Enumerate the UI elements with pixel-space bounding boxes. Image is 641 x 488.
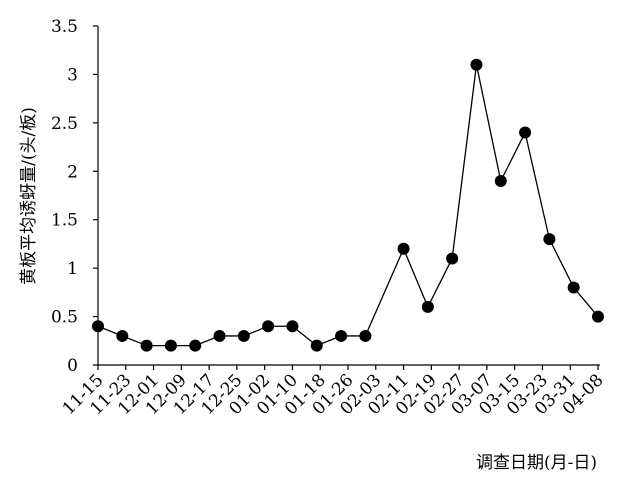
data-point	[286, 320, 299, 333]
data-point	[494, 174, 507, 187]
data-point	[310, 339, 323, 352]
y-tick-label: 1.5	[51, 211, 78, 231]
data-point	[567, 281, 580, 294]
data-point	[262, 320, 275, 333]
data-point	[92, 320, 104, 333]
data-point	[421, 300, 434, 313]
y-tick-label: 2.5	[51, 114, 78, 134]
y-tick-label: 3.5	[51, 17, 78, 37]
y-axis-label: 黄板平均诱蚜量/(头/板)	[19, 107, 39, 285]
data-point	[213, 329, 226, 342]
x-axis-label: 调查日期(月-日)	[476, 453, 597, 473]
data-point	[237, 329, 250, 342]
data-point	[543, 233, 556, 246]
data-point	[164, 339, 177, 352]
y-tick-label: 1	[67, 259, 78, 279]
data-point	[335, 329, 348, 342]
data-point	[446, 252, 459, 265]
data-point	[519, 126, 532, 139]
series-line	[97, 64, 599, 347]
data-point	[189, 339, 202, 352]
y-tick-label: 2	[67, 162, 78, 182]
data-point	[470, 58, 483, 71]
data-point	[116, 329, 129, 342]
data-point	[140, 339, 153, 352]
data-point	[397, 242, 410, 255]
data-point	[359, 329, 372, 342]
y-tick-label: 0	[67, 356, 78, 376]
y-tick-label: 3	[67, 65, 78, 85]
data-point	[592, 310, 604, 323]
y-tick-label: 0.5	[51, 308, 78, 328]
